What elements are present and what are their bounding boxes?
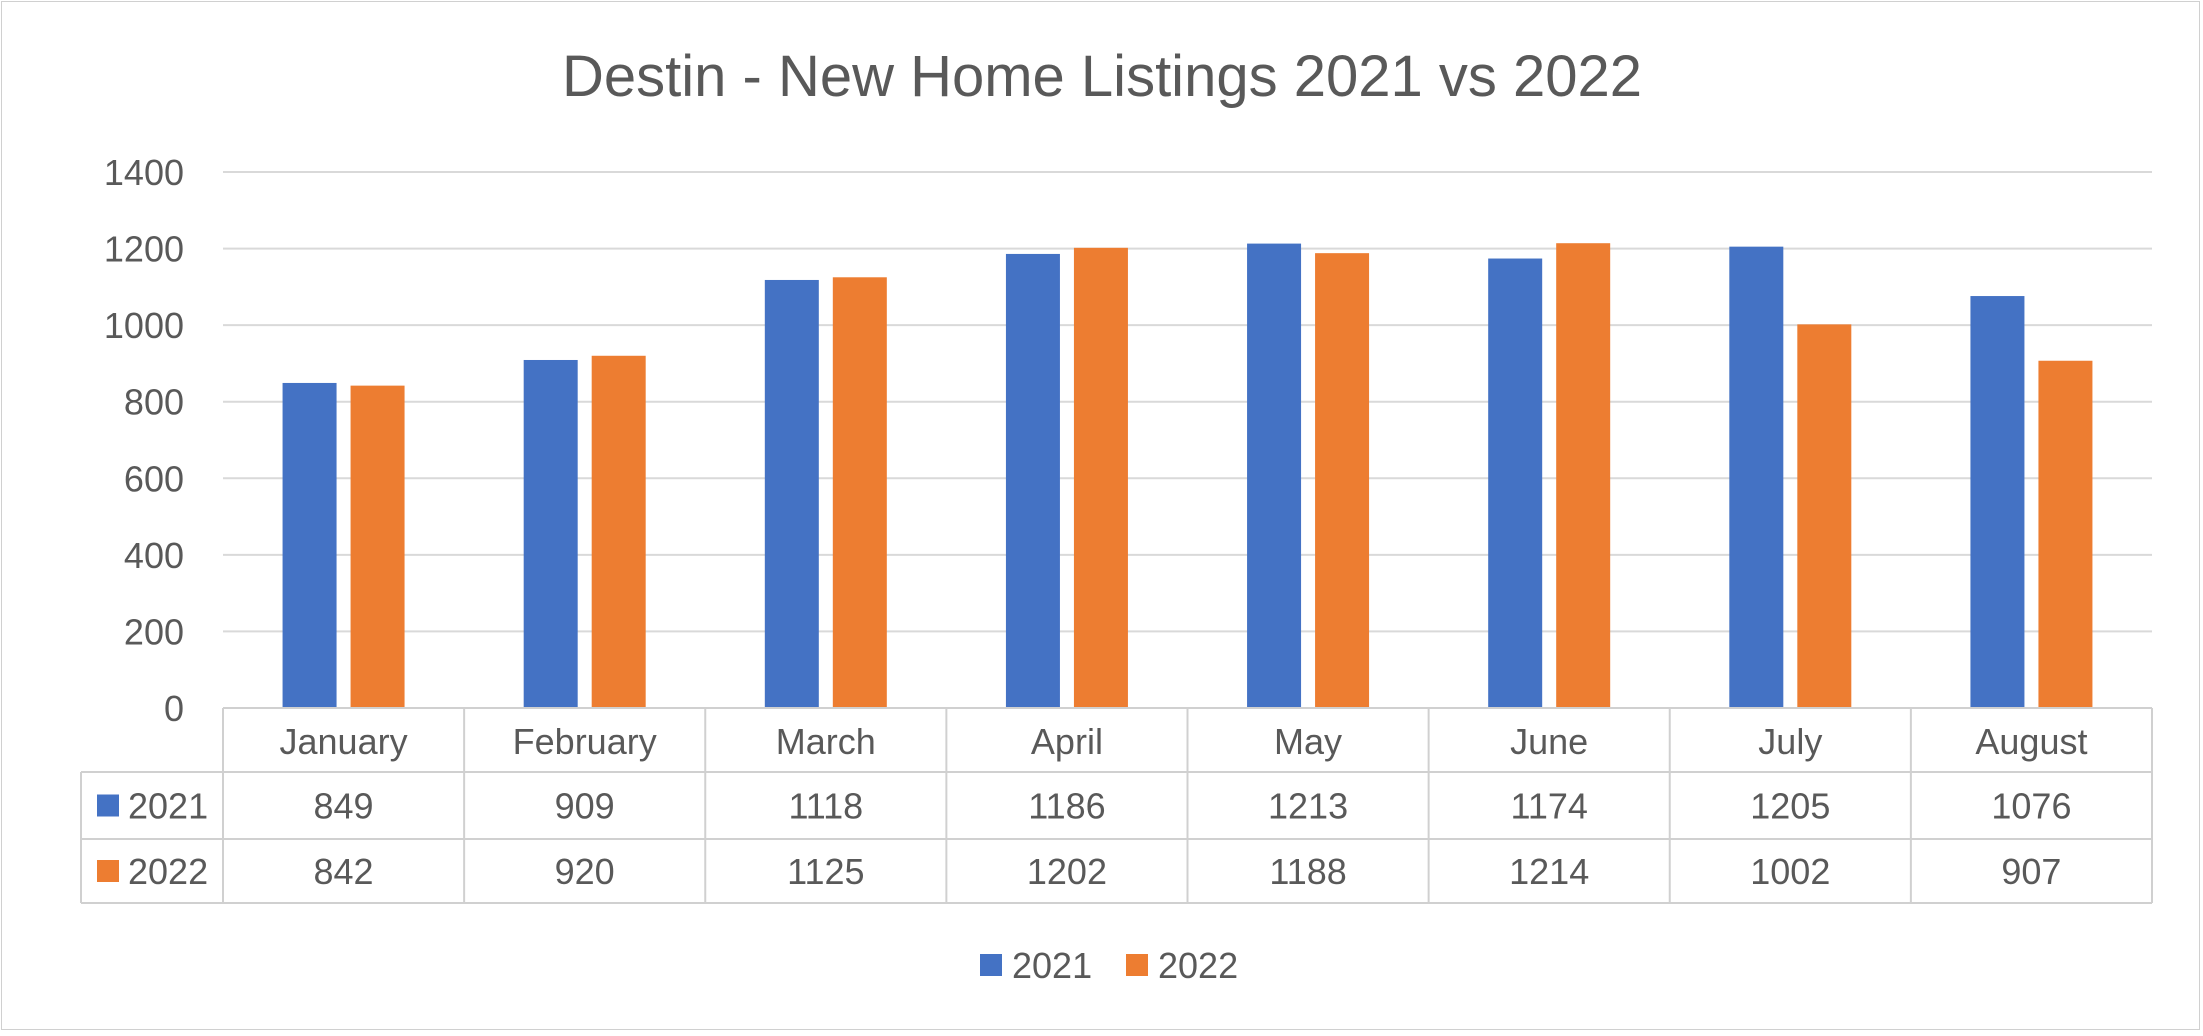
x-category-label: June [1510, 721, 1588, 762]
gridlines [223, 171, 2152, 633]
bar-2022-june [1556, 243, 1611, 708]
table-value: 1125 [787, 851, 864, 892]
bar-2021-march [764, 279, 819, 708]
table-value: 1002 [1750, 851, 1830, 892]
bar-2021-june [1488, 258, 1543, 708]
legend-label: 2022 [1158, 945, 1238, 986]
data-table: January February March April May June July Augu… [80, 707, 2153, 904]
table-value: 909 [555, 786, 615, 827]
y-tick-label: 1000 [104, 305, 184, 346]
bar-2022-july [1797, 324, 1852, 708]
y-axis: 0 200 400 600 800 1000 1200 1400 [104, 152, 184, 729]
bar-2022-may [1315, 253, 1370, 708]
legend-swatch [980, 954, 1002, 976]
bar-2021-july [1729, 246, 1784, 708]
table-value: 1202 [1027, 851, 1107, 892]
bar-2022-march [832, 277, 887, 708]
table-value: 1174 [1510, 786, 1587, 827]
bar-2021-february [523, 359, 578, 708]
y-tick-label: 0 [164, 688, 184, 729]
legend-swatch [1126, 954, 1148, 976]
table-value: 842 [314, 851, 374, 892]
table-series-label: 2021 [128, 786, 208, 827]
bar-2022-april [1073, 247, 1128, 708]
table-value: 1213 [1268, 786, 1348, 827]
bar-2022-january [350, 385, 405, 708]
chart-title: Destin - New Home Listings 2021 vs 2022 [562, 44, 1642, 109]
bars [282, 243, 2093, 708]
bar-2021-april [1005, 253, 1060, 708]
y-tick-label: 800 [124, 382, 184, 423]
x-category-label: May [1274, 721, 1342, 762]
x-category-label: April [1031, 721, 1103, 762]
table-value: 1186 [1028, 786, 1105, 827]
x-category-label: March [776, 721, 876, 762]
bar-2022-february [591, 355, 646, 708]
legend: 2021 2022 [980, 945, 1238, 986]
table-series-label: 2022 [128, 851, 208, 892]
bar-2021-august [1970, 296, 2025, 708]
table-value: 849 [314, 786, 374, 827]
table-value: 1118 [788, 786, 863, 827]
table-legend-swatch [97, 860, 119, 882]
bar-2022-august [2038, 360, 2093, 708]
x-category-label: July [1758, 721, 1822, 762]
bar-2021-may [1247, 243, 1302, 708]
legend-label: 2021 [1012, 945, 1092, 986]
y-tick-label: 400 [124, 535, 184, 576]
y-tick-label: 600 [124, 458, 184, 499]
table-legend-swatch [97, 794, 119, 817]
x-category-label: August [1975, 721, 2087, 762]
table-value: 1205 [1750, 786, 1830, 827]
table-value: 1214 [1509, 851, 1589, 892]
x-category-label: January [280, 721, 408, 762]
table-value: 1188 [1269, 851, 1346, 892]
bar-2021-january [282, 382, 337, 708]
x-category-label: February [513, 721, 657, 762]
table-value: 907 [2001, 851, 2061, 892]
y-tick-label: 200 [124, 611, 184, 652]
y-tick-label: 1400 [104, 152, 184, 193]
y-tick-label: 1200 [104, 229, 184, 270]
table-value: 920 [555, 851, 615, 892]
table-value: 1076 [1991, 786, 2071, 827]
